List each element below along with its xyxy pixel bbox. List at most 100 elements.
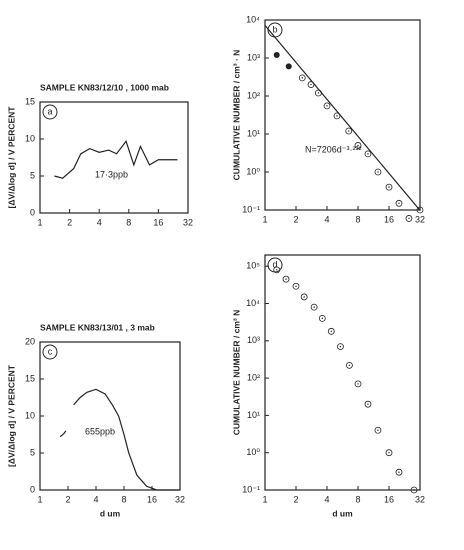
data-point [318, 314, 326, 322]
point-dot [330, 330, 332, 332]
x-tick-label: 16 [147, 494, 157, 504]
y-tick-label: 10 [25, 133, 35, 143]
point-dot [408, 217, 410, 220]
point-dot [377, 171, 379, 173]
data-point [405, 215, 413, 222]
x-tick-label: 8 [355, 494, 360, 504]
y-tick-label: 10³ [247, 335, 260, 345]
x-tick-label: 4 [324, 214, 329, 224]
x-tick-label: 1 [37, 217, 42, 227]
data-point [364, 400, 372, 408]
x-tick-label: 16 [384, 494, 394, 504]
y-tick-label: 5 [30, 170, 35, 180]
data-point [385, 183, 393, 191]
x-tick-label: 32 [183, 217, 193, 227]
y-axis-label: [ΔV/Δlog d] / V PERCENT [6, 364, 16, 467]
panel-label-ring [42, 104, 58, 120]
y-tick-label: 10¹ [247, 128, 260, 138]
y-tick-label: 10 [25, 410, 35, 420]
point-dot [295, 285, 297, 287]
x-tick-label: 1 [37, 494, 42, 504]
fit-line [264, 25, 421, 211]
x-axis-label: d um [100, 508, 121, 518]
point-dot [301, 77, 303, 79]
y-tick-label: 0 [30, 207, 35, 217]
y-tick-label: 5 [30, 447, 35, 457]
data-point [395, 199, 403, 207]
x-tick-label: 2 [65, 494, 70, 504]
panel-label: d [272, 259, 277, 269]
point-dot [388, 186, 390, 188]
x-axis-label: d um [332, 508, 353, 518]
x-tick-label: 2 [67, 217, 72, 227]
point-dot [348, 364, 351, 367]
data-point [310, 303, 318, 311]
data-point [323, 102, 331, 110]
data-point [273, 51, 280, 58]
annotation: 17·3ppb [95, 169, 128, 179]
data-line [59, 388, 180, 491]
x-tick-label: 16 [153, 217, 163, 227]
data-point [298, 74, 306, 82]
point-dot [377, 429, 379, 431]
y-tick-label: 10⁰ [246, 447, 260, 457]
x-tick-label: 32 [175, 494, 185, 504]
x-tick-label: 8 [355, 214, 360, 224]
point-dot [321, 317, 323, 320]
data-point [364, 150, 372, 158]
y-tick-label: 10⁰ [246, 166, 260, 176]
x-tick-label: 32 [415, 214, 425, 224]
point-dot [285, 278, 287, 280]
y-tick-label: 10² [247, 90, 260, 100]
panel-title: SAMPLE KN83/13/01 , 3 mab [40, 322, 155, 332]
x-tick-label: 16 [384, 214, 394, 224]
data-point [273, 266, 281, 274]
data-point [314, 89, 322, 97]
data-point [292, 282, 300, 290]
point-dot [317, 92, 320, 94]
x-tick-label: 2 [293, 494, 298, 504]
point-dot [413, 489, 415, 491]
x-tick-label: 32 [415, 494, 425, 504]
point-dot [398, 202, 400, 205]
point-dot [310, 83, 312, 86]
data-point [333, 112, 341, 120]
data-point [282, 275, 290, 283]
data-point [374, 168, 382, 176]
annotation: N=7206d⁻³·²³² [305, 144, 362, 154]
plot-frame [39, 101, 189, 214]
point-dot [339, 345, 342, 348]
plot-frame [264, 19, 421, 211]
data-line [54, 139, 178, 179]
point-dot [367, 153, 369, 155]
data-point [337, 343, 344, 350]
y-axis-label: CUMULATIVE NUMBER / cm³ N [231, 310, 241, 435]
data-point [385, 449, 393, 457]
point-dot [419, 209, 421, 211]
point-dot [313, 306, 315, 308]
panel-label: b [272, 24, 277, 34]
point-dot [326, 105, 328, 107]
y-tick-label: 10³ [247, 52, 260, 62]
data-point [285, 63, 292, 70]
data-point [345, 127, 353, 135]
y-axis-label: [ΔV/Δlog d] / V PERCENT [6, 106, 16, 209]
y-tick-label: 20 [25, 336, 35, 346]
x-tick-label: 1 [262, 494, 267, 504]
y-tick-label: 10² [247, 372, 260, 382]
y-tick-label: 10¹ [247, 410, 260, 420]
y-tick-label: 10⁻¹ [242, 484, 260, 494]
data-point [327, 327, 335, 335]
point-dot [357, 383, 359, 385]
point-dot [348, 130, 350, 132]
panel-label: c [48, 346, 53, 356]
point-dot [276, 269, 278, 271]
data-point [416, 206, 424, 214]
x-tick-label: 1 [262, 214, 267, 224]
point-dot [398, 471, 400, 473]
annotation: 655ppb [85, 426, 115, 436]
point-dot [388, 452, 390, 454]
y-tick-label: 10⁻¹ [242, 204, 260, 214]
y-tick-label: 15 [25, 373, 35, 383]
